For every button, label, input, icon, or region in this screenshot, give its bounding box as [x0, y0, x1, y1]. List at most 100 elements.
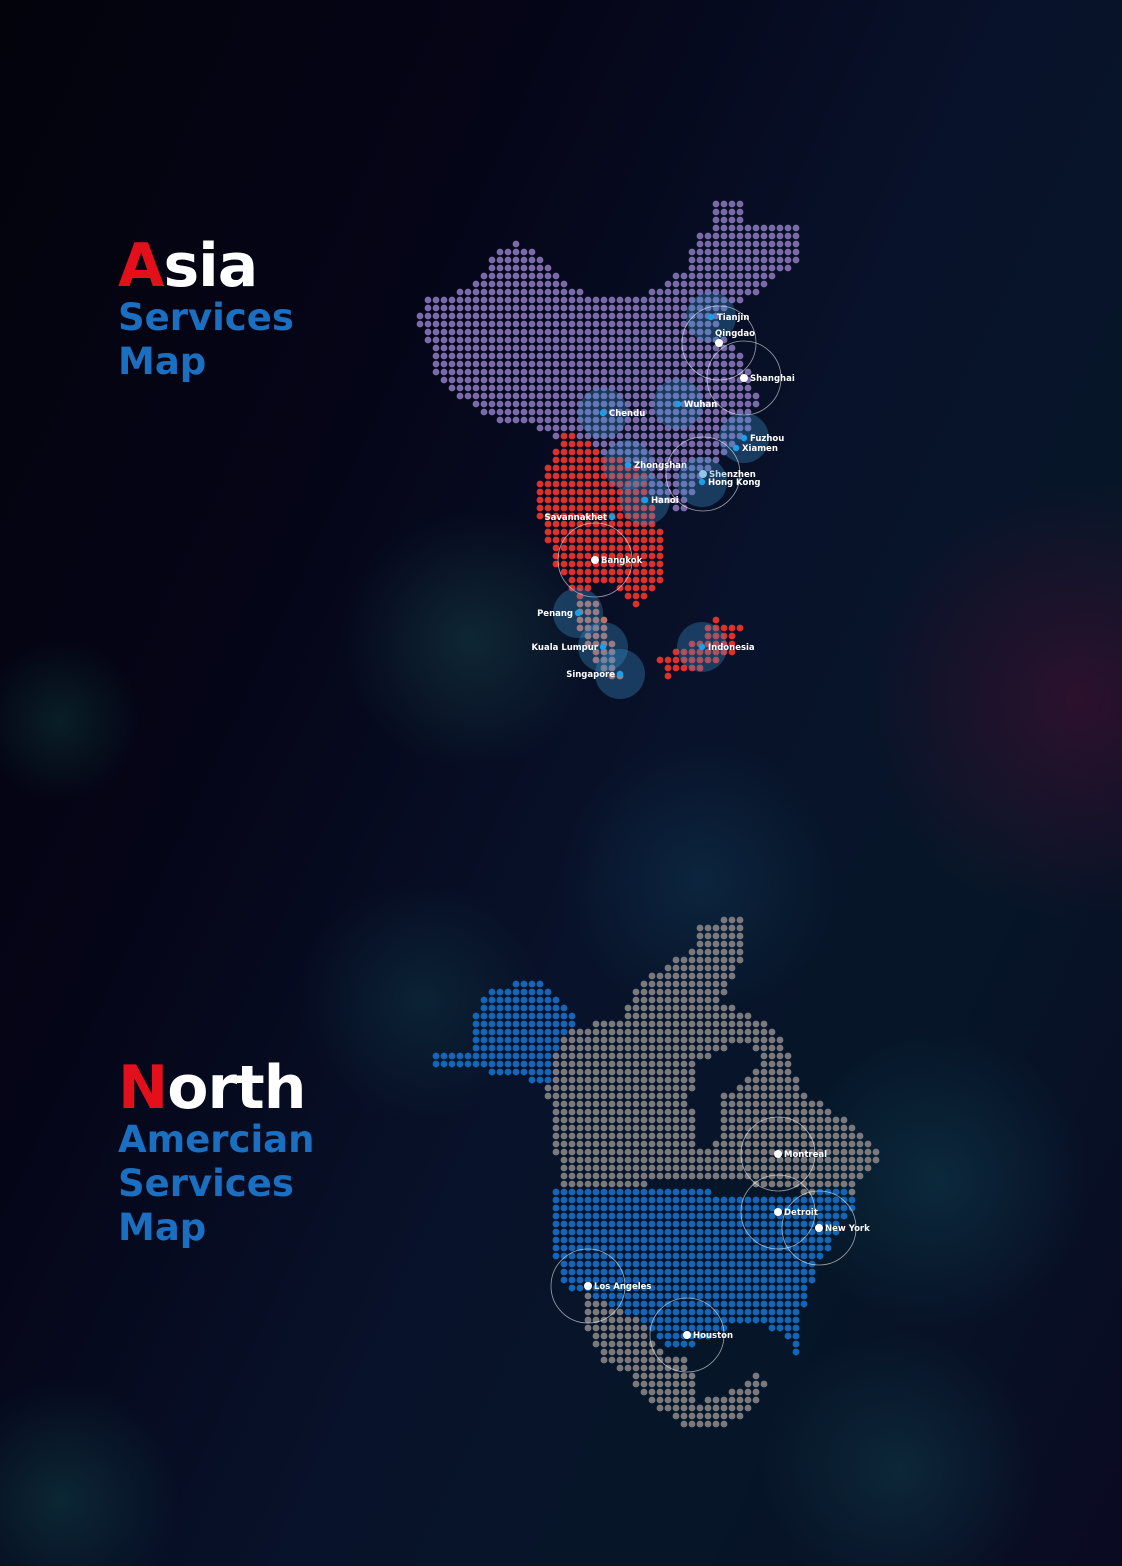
map-dot [808, 1108, 816, 1116]
city-marker-new-york[interactable]: New York [781, 1190, 870, 1266]
map-dot [496, 280, 504, 288]
map-dot [760, 1132, 768, 1140]
city-marker-indonesia[interactable]: Indonesia [677, 622, 755, 672]
map-dot [760, 1148, 768, 1156]
map-dot [640, 456, 648, 464]
city-marker-xiamen[interactable]: Xiamen [732, 444, 778, 454]
city-marker-tianjin[interactable]: Tianjin [686, 292, 749, 342]
map-dot [464, 1052, 472, 1060]
map-dot [624, 584, 632, 592]
map-dot [552, 312, 560, 320]
map-dot [800, 1132, 808, 1140]
city-marker-savannakhet[interactable]: Savannakhet [544, 513, 616, 523]
map-dot [576, 1236, 584, 1244]
city-marker-hanoi[interactable]: Hanoi [620, 475, 679, 525]
map-dot [592, 1052, 600, 1060]
map-dot [720, 384, 728, 392]
map-dot [728, 1284, 736, 1292]
map-dot [464, 352, 472, 360]
map-dot [552, 1044, 560, 1052]
map-dot [592, 1076, 600, 1084]
map-dot [744, 1196, 752, 1204]
city-marker-kuala-lumpur[interactable]: Kuala Lumpur [532, 622, 629, 672]
map-dot [496, 1004, 504, 1012]
map-dot [568, 1172, 576, 1180]
map-dot [600, 1124, 608, 1132]
map-dot [440, 352, 448, 360]
city-marker-bangkok[interactable]: Bangkok [557, 522, 643, 598]
map-dot [656, 1204, 664, 1212]
map-dot [720, 408, 728, 416]
na-subtitle-line: Services [118, 1162, 294, 1205]
map-dot [616, 368, 624, 376]
map-dot [536, 424, 544, 432]
map-dot [776, 1316, 784, 1324]
map-dot [600, 656, 608, 664]
map-dot [736, 1388, 744, 1396]
map-dot [816, 1212, 824, 1220]
map-dot [720, 640, 728, 648]
map-dot [640, 360, 648, 368]
city-marker-penang[interactable]: Penang [537, 588, 603, 638]
map-dot [680, 272, 688, 280]
map-dot [784, 1300, 792, 1308]
map-dot [688, 312, 696, 320]
map-dot [616, 440, 624, 448]
city-marker-chendu[interactable]: Chendu [578, 388, 645, 438]
city-marker-zhongshan[interactable]: Zhongshan [603, 440, 687, 490]
city-marker-qingdao[interactable]: Qingdao [681, 305, 757, 381]
map-dot [712, 1028, 720, 1036]
map-dot [688, 456, 696, 464]
map-dot [784, 1236, 792, 1244]
map-dot [544, 472, 552, 480]
map-dot [800, 1092, 808, 1100]
map-dot [608, 1276, 616, 1284]
city-marker-houston[interactable]: Houston [649, 1297, 733, 1373]
city-marker-fuzhou[interactable]: Fuzhou [719, 413, 784, 463]
map-dot [688, 996, 696, 1004]
city-marker-montreal[interactable]: Montreal [740, 1116, 827, 1192]
city-marker-hong-kong[interactable]: Hong Kong [677, 457, 760, 507]
city-marker-los-angeles[interactable]: Los Angeles [550, 1248, 652, 1324]
map-dot [832, 1212, 840, 1220]
map-dot [528, 1076, 536, 1084]
map-dot [640, 1324, 648, 1332]
map-dot [536, 328, 544, 336]
map-dot [640, 1100, 648, 1108]
map-dot [744, 1100, 752, 1108]
map-dot [576, 576, 584, 584]
map-dot [608, 1052, 616, 1060]
map-dot [744, 1028, 752, 1036]
map-dot [520, 1036, 528, 1044]
map-dot [552, 1060, 560, 1068]
city-marker-singapore[interactable]: Singapore [566, 649, 645, 699]
map-dot [672, 1196, 680, 1204]
map-dot [760, 1068, 768, 1076]
map-dot [432, 336, 440, 344]
map-dot [672, 1084, 680, 1092]
map-dot [768, 1252, 776, 1260]
map-dot [624, 1276, 632, 1284]
map-dot [480, 400, 488, 408]
map-dot [544, 1012, 552, 1020]
map-dot [808, 1116, 816, 1124]
map-dot [584, 1260, 592, 1268]
map-dot [848, 1196, 856, 1204]
map-dot [784, 1140, 792, 1148]
map-dot [816, 1180, 824, 1188]
city-marker-wuhan[interactable]: Wuhan [653, 379, 717, 429]
map-dot [616, 1124, 624, 1132]
city-marker-shanghai[interactable]: Shanghai [706, 340, 795, 416]
city-marker-detroit[interactable]: Detroit [740, 1174, 818, 1250]
map-dot [496, 392, 504, 400]
map-dot [760, 1156, 768, 1164]
map-dot [712, 1244, 720, 1252]
city-marker-shenzhen[interactable]: Shenzhen [665, 436, 756, 512]
map-dot [736, 1116, 744, 1124]
map-dot [656, 1404, 664, 1412]
map-dot [656, 528, 664, 536]
map-dot [680, 448, 688, 456]
map-dot [640, 392, 648, 400]
map-dot [592, 1204, 600, 1212]
map-dot [472, 1036, 480, 1044]
